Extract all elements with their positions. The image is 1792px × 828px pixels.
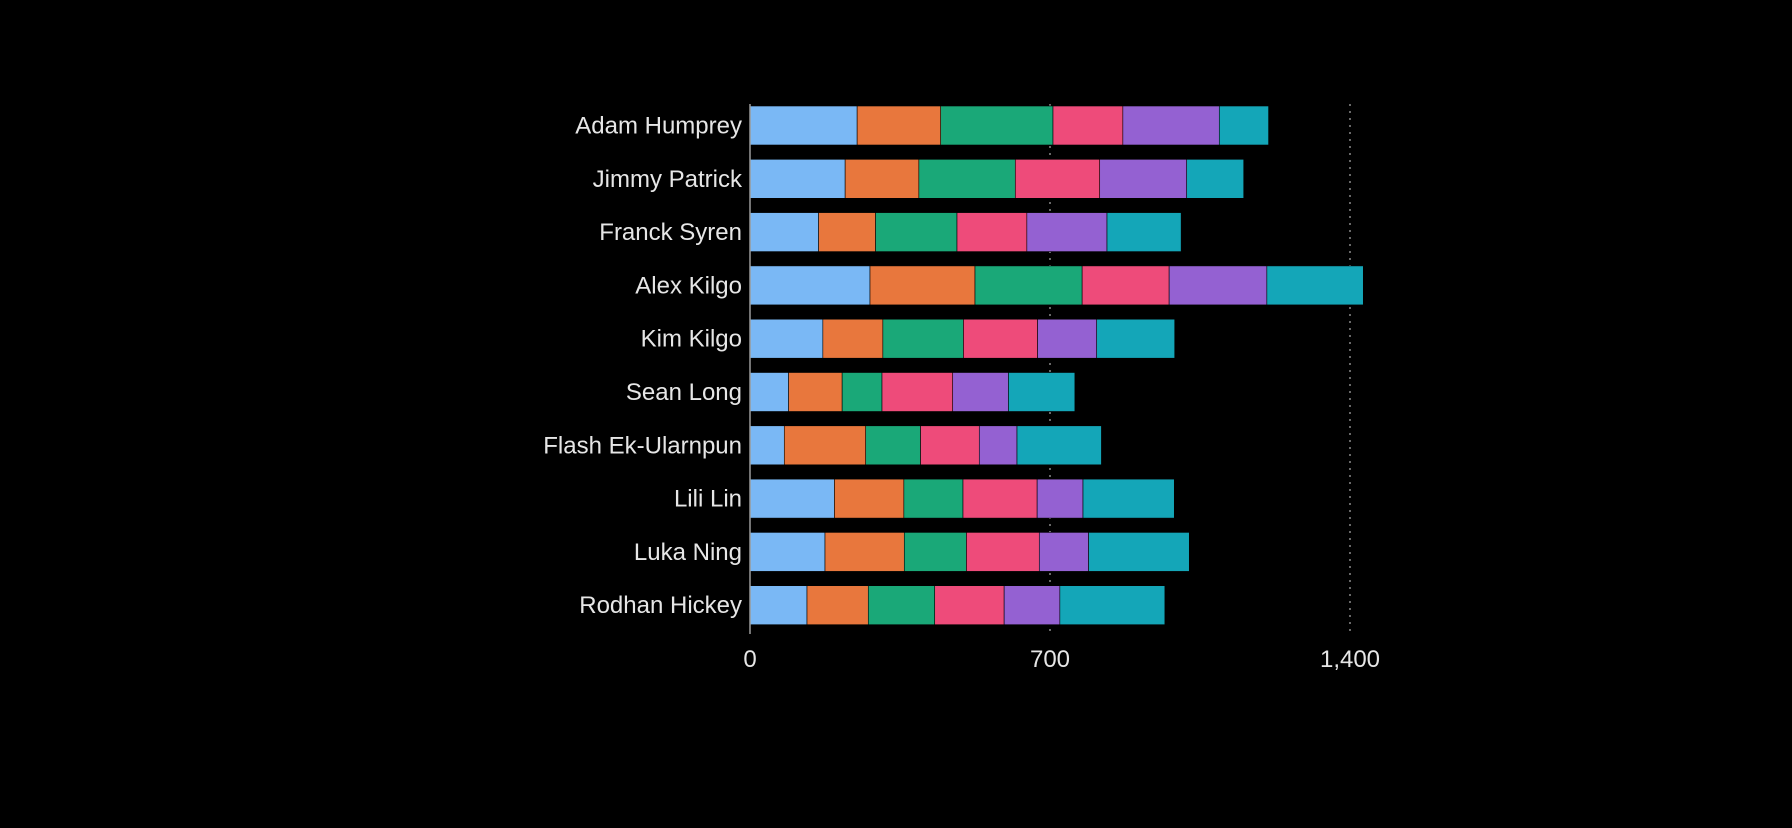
category-label: Luka Ning: [634, 539, 742, 566]
bar-5-segment-0: [749, 372, 789, 412]
bar-8-segment-0: [749, 532, 826, 572]
bar-5-segment-3: [881, 372, 954, 412]
bar-9-segment-1: [806, 585, 869, 626]
bar-4-segment-2: [882, 318, 964, 359]
bar-4-segment-3: [963, 318, 1038, 359]
category-label: Franck Syren: [599, 219, 742, 246]
bar-0-segment-1: [856, 105, 942, 146]
bar-7-segment-1: [834, 478, 905, 519]
bar-6-segment-1: [783, 425, 867, 466]
category-label: Rodhan Hickey: [579, 592, 742, 619]
bar-7-segment-2: [903, 478, 964, 519]
bar-3-segment-5: [1266, 265, 1364, 306]
bar-6-segment-3: [920, 425, 980, 466]
bar-4-segment-0: [749, 318, 824, 359]
bar-6-segment-4: [978, 425, 1018, 466]
bar-0-segment-4: [1122, 105, 1220, 146]
category-label: Lili Lin: [674, 486, 742, 513]
bar-2-segment-3: [956, 212, 1028, 252]
category-label: Sean Long: [626, 379, 742, 406]
bar-5-segment-5: [1008, 372, 1076, 412]
bar-9-segment-0: [749, 585, 808, 626]
bar-2-segment-4: [1026, 212, 1108, 252]
bar-0-segment-3: [1052, 105, 1124, 146]
bar-9-segment-2: [867, 585, 936, 626]
bar-4-segment-5: [1096, 318, 1176, 359]
bar-7-segment-0: [749, 478, 835, 519]
bar-5-segment-2: [841, 372, 883, 412]
bar-3-segment-0: [749, 265, 871, 306]
bar-4-segment-4: [1037, 318, 1098, 359]
x-axis: 0 700 1,400: [743, 104, 1380, 673]
x-tick-label: 1,400: [1320, 646, 1380, 673]
category-label: Jimmy Patrick: [593, 166, 743, 193]
bar-2-segment-1: [818, 212, 876, 252]
bar-7-segment-4: [1036, 478, 1084, 519]
bar-9-segment-4: [1003, 585, 1061, 626]
bar-9-segment-5: [1059, 585, 1166, 626]
bar-8-segment-5: [1088, 532, 1190, 572]
x-tick-label: 0: [743, 646, 756, 673]
bar-3-segment-4: [1168, 265, 1268, 306]
bar-1-segment-2: [918, 159, 1016, 199]
bar-2-segment-5: [1106, 212, 1182, 252]
bar-6-segment-5: [1016, 425, 1102, 466]
bar-2-segment-2: [875, 212, 958, 252]
bar-6-segment-0: [749, 425, 785, 466]
bar-5-segment-4: [952, 372, 1009, 412]
bar-1-segment-5: [1186, 159, 1245, 199]
bar-0-segment-5: [1218, 105, 1269, 146]
bar-3-segment-1: [869, 265, 976, 306]
bar-5-segment-1: [788, 372, 843, 412]
bar-1-segment-0: [749, 159, 846, 199]
bar-1-segment-4: [1099, 159, 1188, 199]
bar-8-segment-3: [966, 532, 1040, 572]
bar-2-segment-0: [749, 212, 819, 252]
bar-4-segment-1: [822, 318, 884, 359]
bar-8-segment-2: [903, 532, 967, 572]
x-tick-label: 700: [1030, 646, 1070, 673]
category-label: Alex Kilgo: [635, 272, 742, 299]
category-label: Flash Ek-Ularnpun: [543, 432, 742, 459]
bar-0-segment-0: [749, 105, 858, 146]
category-label: Kim Kilgo: [641, 326, 742, 353]
bar-7-segment-5: [1082, 478, 1175, 519]
bar-8-segment-1: [824, 532, 905, 572]
bar-1-segment-1: [844, 159, 920, 199]
bar-3-segment-2: [974, 265, 1083, 306]
bar-8-segment-4: [1038, 532, 1089, 572]
category-labels: Adam Humprey Jimmy Patrick Franck Syren Ale…: [543, 113, 743, 620]
bar-6-segment-2: [865, 425, 921, 466]
bar-1-segment-3: [1014, 159, 1101, 199]
bar-9-segment-3: [934, 585, 1005, 626]
category-label: Adam Humprey: [575, 113, 742, 140]
bar-7-segment-3: [962, 478, 1038, 519]
bars: [749, 105, 1364, 626]
bar-0-segment-2: [940, 105, 1054, 146]
bar-3-segment-3: [1081, 265, 1170, 306]
